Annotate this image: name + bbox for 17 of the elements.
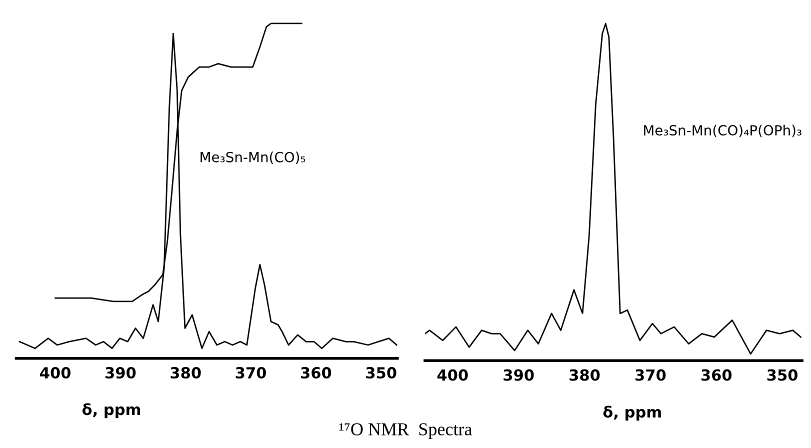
x-tick-label: 350 <box>767 369 798 381</box>
series-label: Me₃Sn-Mn(CO)₅ <box>200 152 306 164</box>
x-axis-title: δ, ppm <box>82 403 140 418</box>
x-tick-label: 350 <box>366 367 396 379</box>
x-tick-label: 360 <box>701 369 732 381</box>
x-tick-label: 370 <box>236 367 266 379</box>
text: Me₃Sn-Mn(CO)₄P(OPh)₃ <box>644 124 802 138</box>
x-tick-label: 360 <box>301 367 332 379</box>
x-tick-label: 390 <box>106 367 136 379</box>
x-tick-label: 400 <box>40 367 71 379</box>
x-tick-label: 390 <box>504 369 534 381</box>
x-tick-label: 380 <box>570 369 600 381</box>
x-tick-label: 380 <box>170 367 201 379</box>
x-tick-label: 370 <box>636 369 666 381</box>
x-tick-label: 400 <box>437 369 468 381</box>
text: ¹⁷O NMR Spectra <box>339 423 472 440</box>
x-axis-title: δ, ppm <box>603 406 661 421</box>
